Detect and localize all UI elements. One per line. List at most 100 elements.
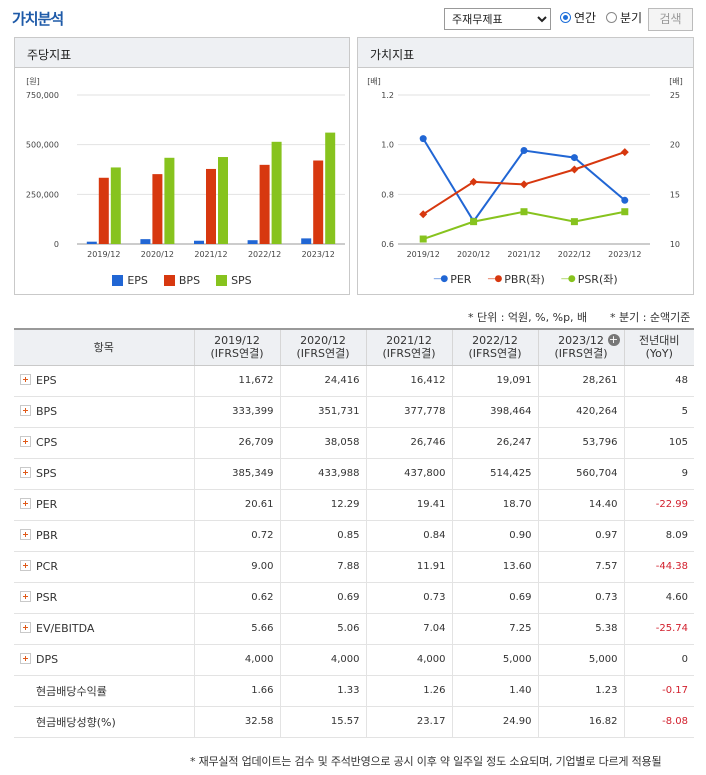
point-per xyxy=(520,147,528,155)
yoy-cell: -0.17 xyxy=(624,675,694,707)
table-row: SPS 385,349 433,988 437,800 514,425 560,704 9 xyxy=(14,458,694,490)
expand-plus-icon[interactable] xyxy=(20,560,31,571)
point-per xyxy=(621,196,629,204)
legend-item[interactable]: EPS xyxy=(112,274,148,287)
value-cell: 32.58 xyxy=(194,706,281,738)
value-cell: 1.33 xyxy=(280,675,367,707)
table-row: PSR 0.62 0.69 0.73 0.69 0.73 4.60 xyxy=(14,582,694,614)
legend-item[interactable]: —● PSR(좌) xyxy=(561,271,618,287)
yoy-cell: 9 xyxy=(624,458,694,490)
value-cell: 0.69 xyxy=(280,582,367,614)
value-cell: 1.26 xyxy=(366,675,453,707)
value-cell: 4,000 xyxy=(366,644,453,676)
bar-eps xyxy=(301,238,312,244)
value-cell: 0.97 xyxy=(538,520,625,552)
bar-bps xyxy=(259,164,270,244)
legend-swatch xyxy=(112,275,124,286)
value-cell: 26,746 xyxy=(366,427,453,459)
expand-plus-icon[interactable] xyxy=(20,653,31,664)
valuation-panel-title: 가치지표 xyxy=(358,38,693,68)
value-cell: 20.61 xyxy=(194,489,281,521)
value-cell: 1.23 xyxy=(538,675,625,707)
header-item: 항목 xyxy=(14,328,195,366)
legend-label: PSR(좌) xyxy=(577,273,618,286)
legend-item[interactable]: —● PBR(좌) xyxy=(487,271,544,287)
bar-eps xyxy=(140,239,151,244)
row-label-cell[interactable]: PSR xyxy=(14,582,195,614)
legend-label: BPS xyxy=(178,274,201,287)
legend-marker-icon: —● xyxy=(560,274,576,284)
header-year: 2022/12 (IFRS연결) xyxy=(452,328,539,366)
header-year: 2021/12 (IFRS연결) xyxy=(366,328,453,366)
value-cell: 5.38 xyxy=(538,613,625,645)
legend-item[interactable]: —● PER xyxy=(433,271,471,287)
legend-swatch xyxy=(163,275,175,286)
bar-sps xyxy=(218,157,228,244)
bar-sps xyxy=(164,157,175,244)
bar-sps xyxy=(110,167,121,244)
value-cell: 1.66 xyxy=(194,675,281,707)
header-year: 2020/12 (IFRS연결) xyxy=(280,328,367,366)
expand-plus-icon[interactable] xyxy=(20,498,31,509)
expand-plus-icon[interactable] xyxy=(20,622,31,633)
series-line-psr xyxy=(422,210,625,240)
value-cell: 433,988 xyxy=(280,458,367,490)
value-cell: 53,796 xyxy=(538,427,625,459)
x-tick-label: 2022/12 xyxy=(558,250,591,259)
y-right-tick-label: 15 xyxy=(670,190,680,199)
x-tick-label: 2020/12 xyxy=(141,250,174,259)
row-label-cell[interactable]: EV/EBITDA xyxy=(14,613,195,645)
value-cell: 23.17 xyxy=(366,706,453,738)
point-pbr xyxy=(520,180,528,189)
statement-type-select[interactable]: 주재무제표 xyxy=(444,8,551,30)
row-label-cell[interactable]: CPS xyxy=(14,427,195,459)
x-tick-label: 2020/12 xyxy=(457,250,490,259)
header-basis-label: (IFRS연결) xyxy=(382,347,436,361)
bar-eps xyxy=(86,241,97,244)
value-cell: 15.57 xyxy=(280,706,367,738)
header-yoy: 전년대비 (YoY) xyxy=(624,328,694,366)
legend-item[interactable]: BPS xyxy=(163,274,201,287)
search-button[interactable]: 검색 xyxy=(648,8,693,31)
row-label-cell[interactable]: DPS xyxy=(14,644,195,676)
bar-bps xyxy=(152,174,163,244)
row-label-cell[interactable]: BPS xyxy=(14,396,195,428)
expand-plus-icon[interactable] xyxy=(20,405,31,416)
value-cell: 0.73 xyxy=(538,582,625,614)
point-psr xyxy=(520,208,528,216)
row-label-cell[interactable]: PER xyxy=(14,489,195,521)
table-row: 현금배당성향(%) 32.58 15.57 23.17 24.90 16.82 -8.08 xyxy=(14,706,694,738)
expand-plus-icon[interactable] xyxy=(20,436,31,447)
valuation-table: 항목 2019/12 (IFRS연결) 2020/12 (IFRS연결) 2021/12… xyxy=(14,328,694,738)
value-cell: 9.00 xyxy=(194,551,281,583)
expand-plus-icon[interactable] xyxy=(20,529,31,540)
legend-marker-icon: —● xyxy=(433,274,448,284)
expand-plus-icon[interactable] xyxy=(20,591,31,602)
row-label-cell[interactable]: SPS xyxy=(14,458,195,490)
quarter-note: * 분기 : 순액기준 xyxy=(610,311,691,324)
table-body: EPS 11,672 24,416 16,412 19,091 28,261 48 BPS 33… xyxy=(14,365,694,738)
radio-annual[interactable]: 연간 xyxy=(560,9,596,26)
value-cell: 26,247 xyxy=(452,427,539,459)
legend-item[interactable]: SPS xyxy=(216,274,252,287)
row-label-cell[interactable]: PCR xyxy=(14,551,195,583)
y-tick-label: 250,000 xyxy=(26,190,59,199)
value-cell: 26,709 xyxy=(194,427,281,459)
expand-columns-plus-icon[interactable]: + xyxy=(607,333,620,346)
row-label-cell[interactable]: PBR xyxy=(14,520,195,552)
y-right-tick-label: 10 xyxy=(670,240,680,249)
point-per xyxy=(419,135,427,143)
value-cell: 377,778 xyxy=(366,396,453,428)
row-label-cell[interactable]: EPS xyxy=(14,365,195,397)
y-axis-unit: [원] xyxy=(26,77,40,86)
row-label: BPS xyxy=(36,405,58,418)
value-cell: 14.40 xyxy=(538,489,625,521)
expand-plus-icon[interactable] xyxy=(20,467,31,478)
header: 가치분석 주재무제표 연간 분기 검색 xyxy=(0,0,706,38)
header-basis-label: (IFRS연결) xyxy=(468,347,522,361)
value-cell: 7.88 xyxy=(280,551,367,583)
expand-plus-icon[interactable] xyxy=(20,374,31,385)
legend-swatch xyxy=(216,275,228,286)
radio-quarter[interactable]: 분기 xyxy=(606,9,642,26)
value-cell: 11.91 xyxy=(366,551,453,583)
